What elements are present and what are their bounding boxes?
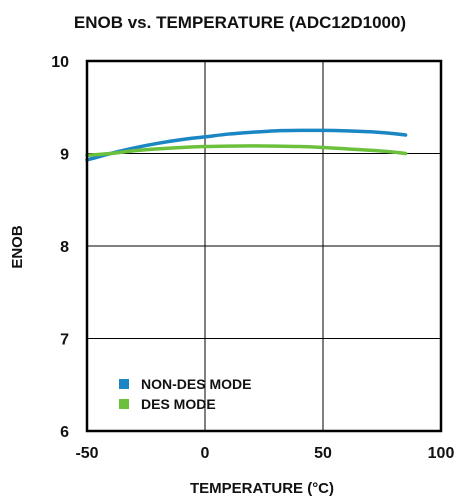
legend-label: NON-DES MODE [141,376,251,392]
legend-label: DES MODE [141,396,216,412]
chart-title: ENOB vs. TEMPERATURE (ADC12D1000) [74,13,406,32]
y-tick-label: 8 [60,239,69,256]
x-tick-label: 100 [428,445,455,462]
x-tick-label: 50 [314,445,332,462]
y-tick-label: 6 [60,424,69,441]
y-tick-label: 9 [60,147,69,164]
x-tick-label: -50 [75,445,98,462]
series-line-des-mode [85,144,408,158]
legend-swatch [119,399,129,409]
series-line-non-des-mode [85,128,408,162]
y-tick-labels: 6 7 8 9 10 [51,54,69,441]
y-axis-label: ENOB [9,225,26,269]
grid-lines [87,61,441,431]
x-tick-labels: -50 0 50 100 [75,445,454,462]
legend-swatch [119,379,129,389]
y-tick-label: 10 [51,54,69,71]
y-tick-label: 7 [60,332,69,349]
legend: NON-DES MODE DES MODE [119,376,251,412]
x-tick-label: 0 [201,445,210,462]
series-layer [85,128,408,162]
plot-frame [85,59,443,433]
x-axis-label: TEMPERATURE (°C) [190,480,334,497]
